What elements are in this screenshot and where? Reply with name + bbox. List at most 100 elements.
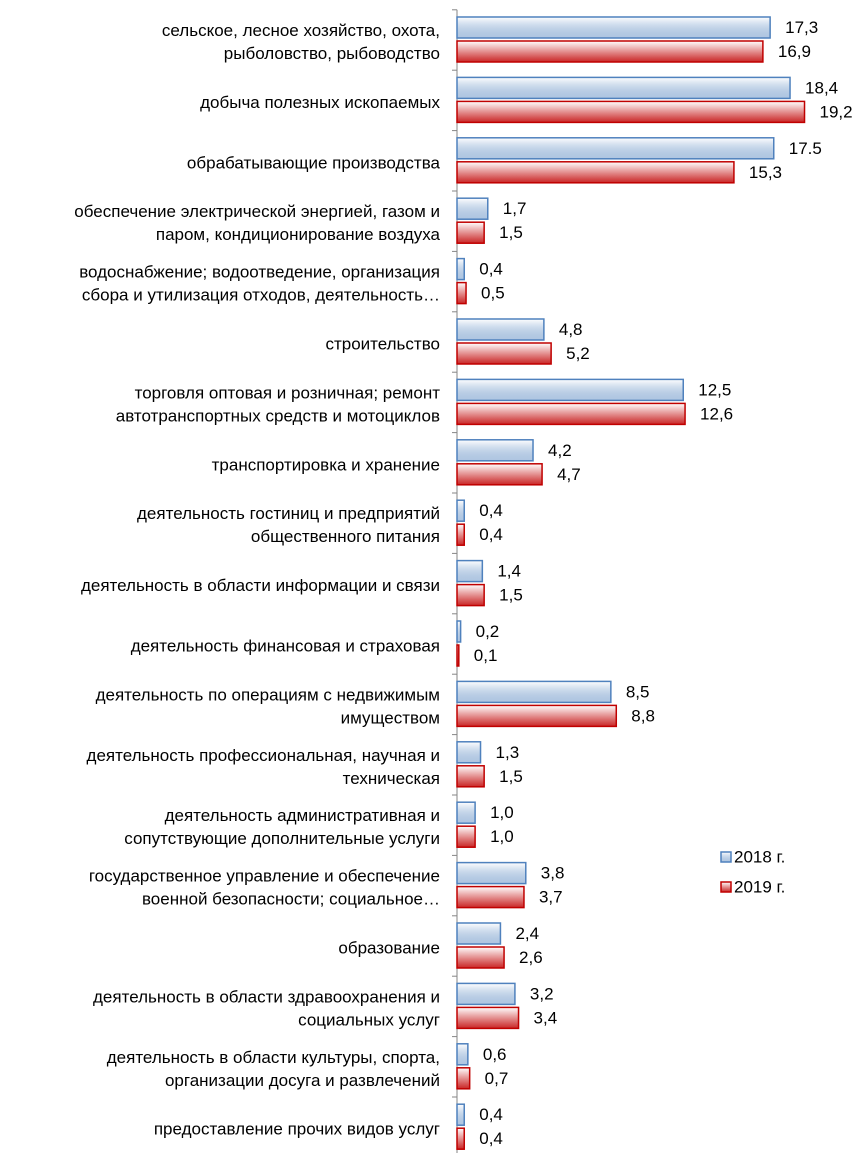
bar <box>456 704 618 728</box>
category-label: деятельность в области культуры, спорта, <box>107 1048 440 1067</box>
category-label: общественного питания <box>251 527 440 546</box>
bar <box>456 463 543 486</box>
bar <box>456 342 552 365</box>
category-label: деятельность административная и <box>165 806 440 825</box>
value-label: 1,4 <box>497 562 521 581</box>
category-label: образование <box>338 938 440 957</box>
bar <box>456 221 485 244</box>
value-label: 3,7 <box>539 888 563 907</box>
bar <box>456 281 467 305</box>
value-label: 3,8 <box>541 864 565 883</box>
bar <box>456 620 462 643</box>
value-label: 8,5 <box>626 682 650 701</box>
value-label: 16,9 <box>778 42 811 61</box>
bar <box>456 801 476 824</box>
value-label: 4,2 <box>548 441 572 460</box>
bar <box>456 137 775 160</box>
bar <box>456 885 525 909</box>
category-label: имуществом <box>341 708 440 727</box>
bar <box>456 922 502 945</box>
bar <box>456 378 684 402</box>
bar <box>456 439 534 462</box>
legend-swatch <box>720 851 732 863</box>
value-label: 0,6 <box>483 1045 507 1064</box>
value-label: 0,5 <box>481 284 505 303</box>
category-label: водоснабжение; водоотведение, организаци… <box>79 263 440 282</box>
category-label: государственное управление и обеспечение <box>89 867 440 886</box>
value-label: 0,4 <box>479 1105 503 1124</box>
bar <box>456 1127 465 1150</box>
value-label: 2,4 <box>515 924 539 943</box>
category-label: деятельность профессиональная, научная и <box>87 746 440 765</box>
value-label: 0,1 <box>474 646 498 665</box>
value-label: 1,5 <box>499 586 523 605</box>
bar <box>456 982 516 1006</box>
value-label: 19,2 <box>820 102 853 121</box>
value-label: 0,4 <box>479 525 503 544</box>
value-label: 0,4 <box>479 501 503 520</box>
bar <box>456 523 465 546</box>
bar <box>456 1103 465 1126</box>
category-label: сельское, лесное хозяйство, охота, <box>162 21 440 40</box>
bar <box>456 741 482 764</box>
category-label: предоставление прочих видов услуг <box>154 1120 440 1139</box>
bar <box>456 680 612 704</box>
category-label: сопутствующие дополнительные услуги <box>124 829 440 848</box>
bar <box>456 161 735 184</box>
bar <box>456 559 484 583</box>
value-label: 1,5 <box>499 223 523 242</box>
category-label: деятельность по операциям с недвижимым <box>96 685 440 704</box>
category-label: паром, кондиционирование воздуха <box>156 225 441 244</box>
category-label: торговля оптовая и розничная; ремонт <box>135 383 441 402</box>
value-label: 18,4 <box>805 78 838 97</box>
bar <box>456 583 485 607</box>
category-label: социальных услуг <box>298 1010 440 1029</box>
value-label: 4,7 <box>557 465 581 484</box>
category-label: деятельность гостиниц и предприятий <box>137 504 440 523</box>
bar <box>456 644 460 667</box>
value-label: 8,8 <box>631 706 655 725</box>
bar <box>456 765 485 788</box>
value-label: 0,2 <box>476 622 500 641</box>
bar <box>456 946 505 969</box>
category-label: добыча полезных ископаемых <box>200 93 440 112</box>
category-label: военной безопасности; социальное… <box>142 890 440 909</box>
bar <box>456 76 791 100</box>
bar <box>456 257 465 281</box>
bar <box>456 1067 471 1090</box>
value-label: 12,5 <box>698 380 731 399</box>
value-label: 0,7 <box>485 1069 509 1088</box>
category-label: строительство <box>325 334 440 353</box>
bar <box>456 402 686 426</box>
category-label: рыболовство, рыбоводство <box>224 44 440 63</box>
value-label: 4,8 <box>559 320 583 339</box>
category-label: деятельность финансовая и страховая <box>131 636 440 655</box>
category-label: сбора и утилизация отходов, деятельность… <box>82 286 440 305</box>
value-label: 2,6 <box>519 948 543 967</box>
value-label: 1,5 <box>499 767 523 786</box>
value-label: 1,3 <box>496 743 520 762</box>
legend-label: 2019 г. <box>734 877 785 896</box>
bar <box>456 318 545 341</box>
bar <box>456 1043 469 1066</box>
value-label: 0,4 <box>479 1129 503 1148</box>
value-label: 17,3 <box>785 18 818 37</box>
value-label: 1,7 <box>503 199 527 218</box>
bar <box>456 197 489 220</box>
value-label: 1,0 <box>490 803 514 822</box>
value-label: 1,0 <box>490 827 514 846</box>
category-label: техническая <box>343 769 440 788</box>
category-label: деятельность в области информации и связ… <box>81 576 440 595</box>
bar <box>456 861 527 885</box>
legend-swatch <box>720 881 732 893</box>
category-label: обрабатывающие производства <box>187 153 441 172</box>
value-label: 3,4 <box>534 1008 558 1027</box>
value-label: 15,3 <box>749 163 782 182</box>
bar <box>456 16 771 39</box>
bar <box>456 499 465 522</box>
bar <box>456 1006 520 1030</box>
value-label: 12,6 <box>700 404 733 423</box>
bar <box>456 825 476 848</box>
